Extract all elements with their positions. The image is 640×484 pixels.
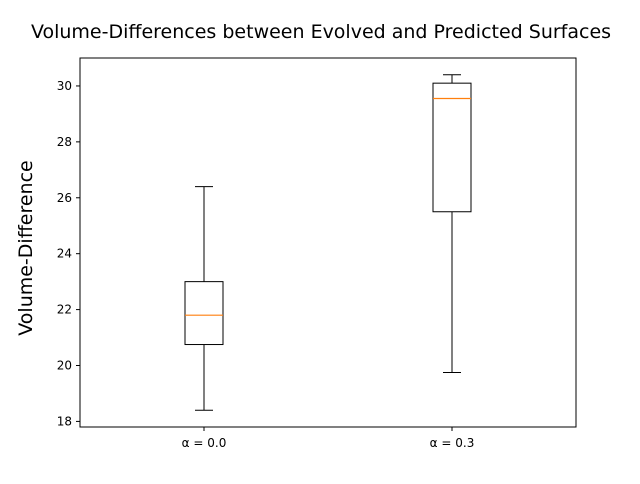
y-tick-label: 18: [57, 414, 72, 428]
y-tick-label: 22: [57, 303, 72, 317]
y-axis-ticks: 18 20 22 24 26 28 30: [57, 79, 80, 428]
y-tick-label: 24: [57, 247, 72, 261]
x-tick-label: α = 0.0: [182, 436, 227, 450]
chart-title: Volume-Differences between Evolved and P…: [31, 21, 611, 43]
iqr-box: [184, 281, 224, 346]
box-1: [184, 186, 224, 411]
box-2: [432, 74, 472, 373]
x-axis-ticks: α = 0.0 α = 0.3: [182, 427, 475, 450]
y-tick-label: 30: [57, 79, 72, 93]
y-tick-label: 28: [57, 135, 72, 149]
y-tick-label: 20: [57, 359, 72, 373]
plot-area-frame: [79, 57, 577, 428]
y-axis-label: Volume-Difference: [15, 160, 37, 335]
x-tick-label: α = 0.3: [430, 436, 475, 450]
box-group: [184, 74, 472, 411]
y-tick-label: 26: [57, 191, 72, 205]
iqr-box: [432, 82, 472, 213]
